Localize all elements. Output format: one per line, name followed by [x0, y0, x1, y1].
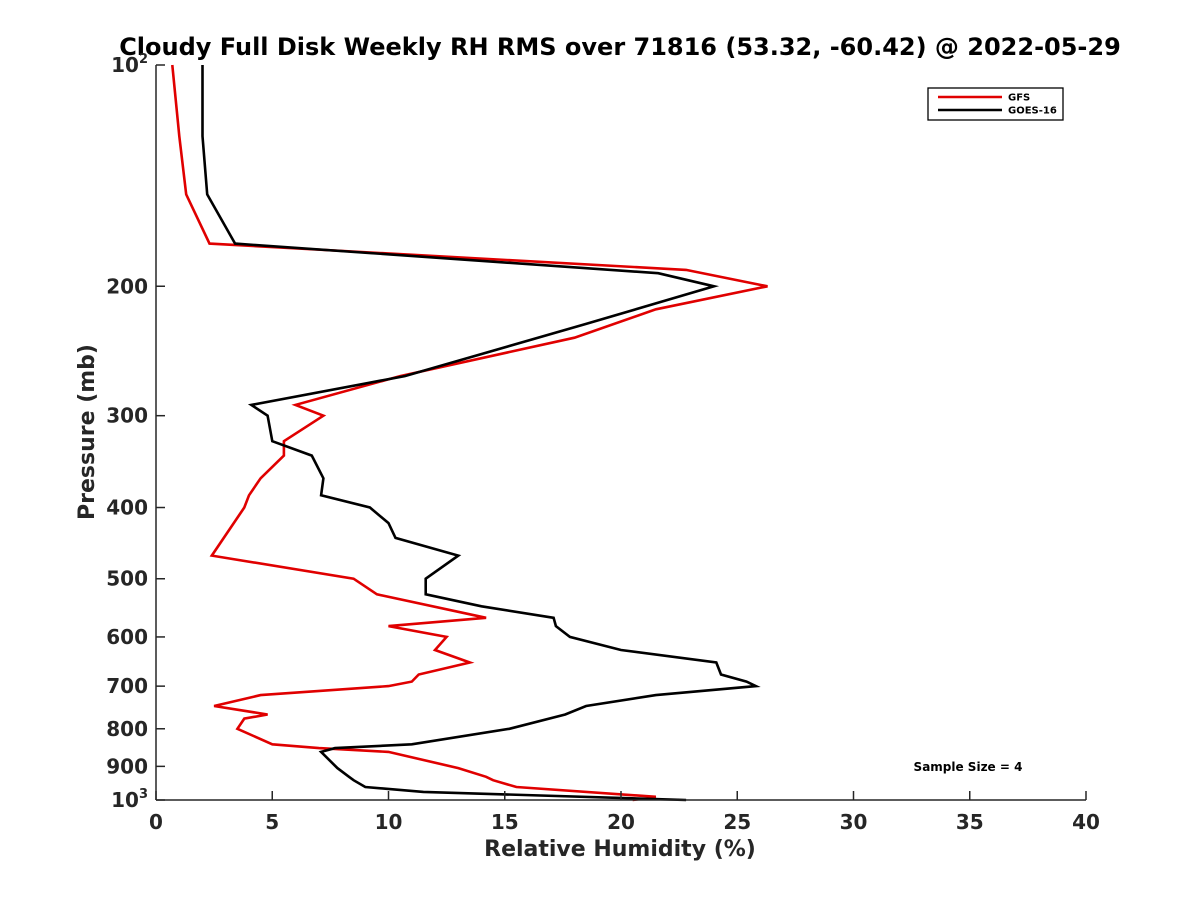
- y-axis-label: Pressure (mb): [75, 344, 100, 520]
- sample-size-annotation: Sample Size = 4: [914, 760, 1023, 774]
- y-tick-label: 102: [111, 52, 148, 77]
- legend-entry: GOES-16: [1008, 106, 1057, 117]
- x-tick-label: 10: [375, 810, 403, 834]
- legend-entry: GFS: [1008, 93, 1030, 104]
- x-tick-label: 30: [840, 810, 868, 834]
- x-tick-label: 0: [149, 810, 163, 834]
- x-tick-label: 5: [265, 810, 279, 834]
- y-tick-label: 300: [106, 404, 148, 428]
- series-line-goes-16: [201, 65, 761, 802]
- x-axis: 0 5 10 15 20 25 30 35 40: [149, 791, 1100, 834]
- y-tick-label: 600: [106, 625, 148, 649]
- x-tick-label: 35: [956, 810, 984, 834]
- x-axis-label: Relative Humidity (%): [484, 837, 756, 862]
- x-tick-label: 25: [723, 810, 751, 834]
- plot-area: [171, 64, 768, 802]
- y-tick-label: 800: [106, 717, 148, 741]
- x-tick-label: 40: [1072, 810, 1100, 834]
- y-tick-label: 400: [106, 496, 148, 520]
- x-tick-label: 15: [491, 810, 519, 834]
- legend: GFS GOES-16: [927, 87, 1064, 121]
- x-tick-label: 20: [607, 810, 635, 834]
- y-axis: 102 200 300 400 500 600 700 800 900 103: [106, 52, 165, 812]
- y-tick-label: 200: [106, 274, 148, 298]
- y-tick-label: 103: [111, 787, 148, 812]
- y-tick-label: 500: [106, 567, 148, 591]
- series-line-gfs: [171, 64, 768, 802]
- y-tick-label: 700: [106, 674, 148, 698]
- chart-title: Cloudy Full Disk Weekly RH RMS over 7181…: [119, 33, 1121, 61]
- y-tick-label: 900: [106, 754, 148, 778]
- legend-box: [927, 87, 1064, 121]
